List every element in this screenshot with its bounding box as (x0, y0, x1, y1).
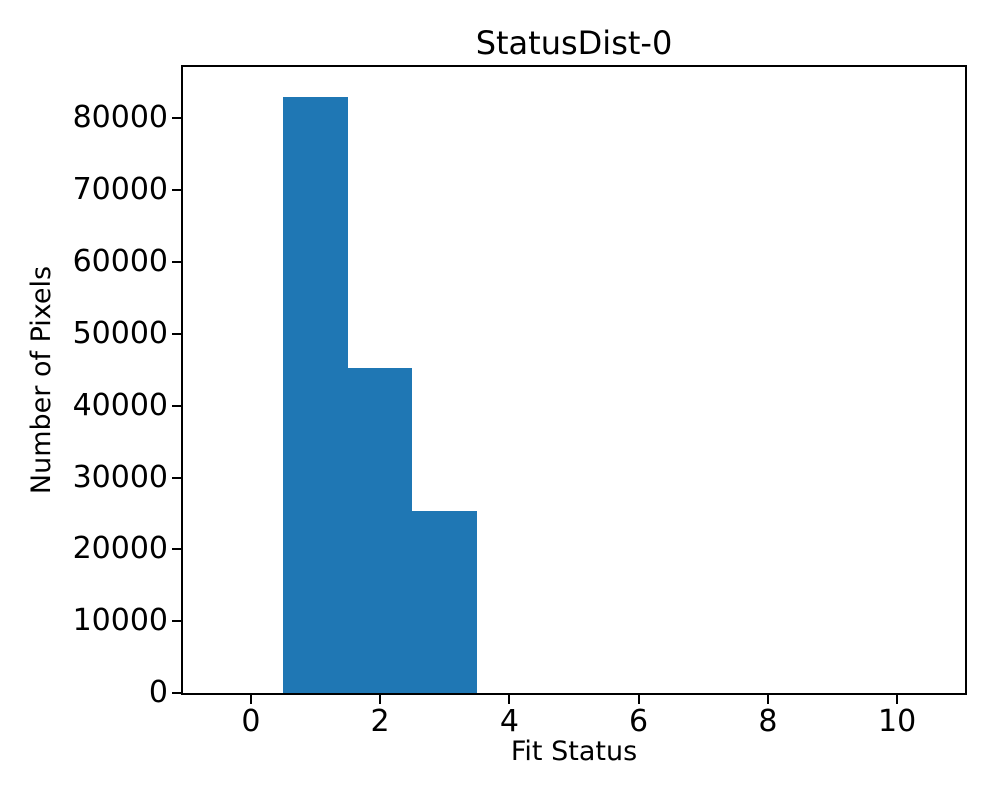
x-tick-mark (508, 695, 511, 704)
x-tick-label: 6 (629, 704, 649, 739)
x-tick-label: 2 (370, 704, 390, 739)
y-tick-label: 70000 (72, 172, 168, 208)
y-axis-label: Number of Pixels (26, 265, 58, 495)
y-tick-label: 50000 (72, 315, 168, 351)
y-tick-label: 0 (148, 675, 168, 710)
x-tick-label: 10 (878, 704, 917, 739)
x-tick-label: 4 (499, 704, 519, 739)
x-tick-mark (766, 695, 769, 704)
y-tick-mark (172, 404, 181, 407)
y-tick-mark (172, 117, 181, 120)
histogram-bar (412, 510, 477, 693)
x-tick-mark (896, 695, 899, 704)
x-axis-label: Fit Status (510, 736, 638, 767)
y-tick-mark (172, 332, 181, 335)
y-tick-mark (172, 548, 181, 551)
chart-title: StatusDist-0 (475, 24, 673, 62)
x-tick-mark (637, 695, 640, 704)
y-tick-mark (172, 261, 181, 263)
y-tick-label: 40000 (72, 387, 168, 423)
plot-area (181, 65, 967, 695)
x-tick-mark (379, 695, 382, 704)
x-tick-mark (249, 695, 252, 704)
y-tick-label: 80000 (72, 100, 168, 136)
y-tick-mark (172, 692, 181, 694)
histogram-bar (283, 96, 348, 693)
y-tick-label: 20000 (72, 531, 168, 567)
y-tick-label: 30000 (72, 459, 168, 495)
y-tick-label: 60000 (72, 244, 168, 279)
histogram-bar (347, 368, 413, 693)
y-tick-mark (172, 476, 181, 479)
y-tick-mark (172, 620, 181, 623)
y-tick-label: 10000 (72, 603, 168, 639)
x-tick-label: 0 (241, 704, 261, 739)
x-tick-label: 8 (758, 704, 778, 739)
y-tick-mark (172, 189, 181, 192)
